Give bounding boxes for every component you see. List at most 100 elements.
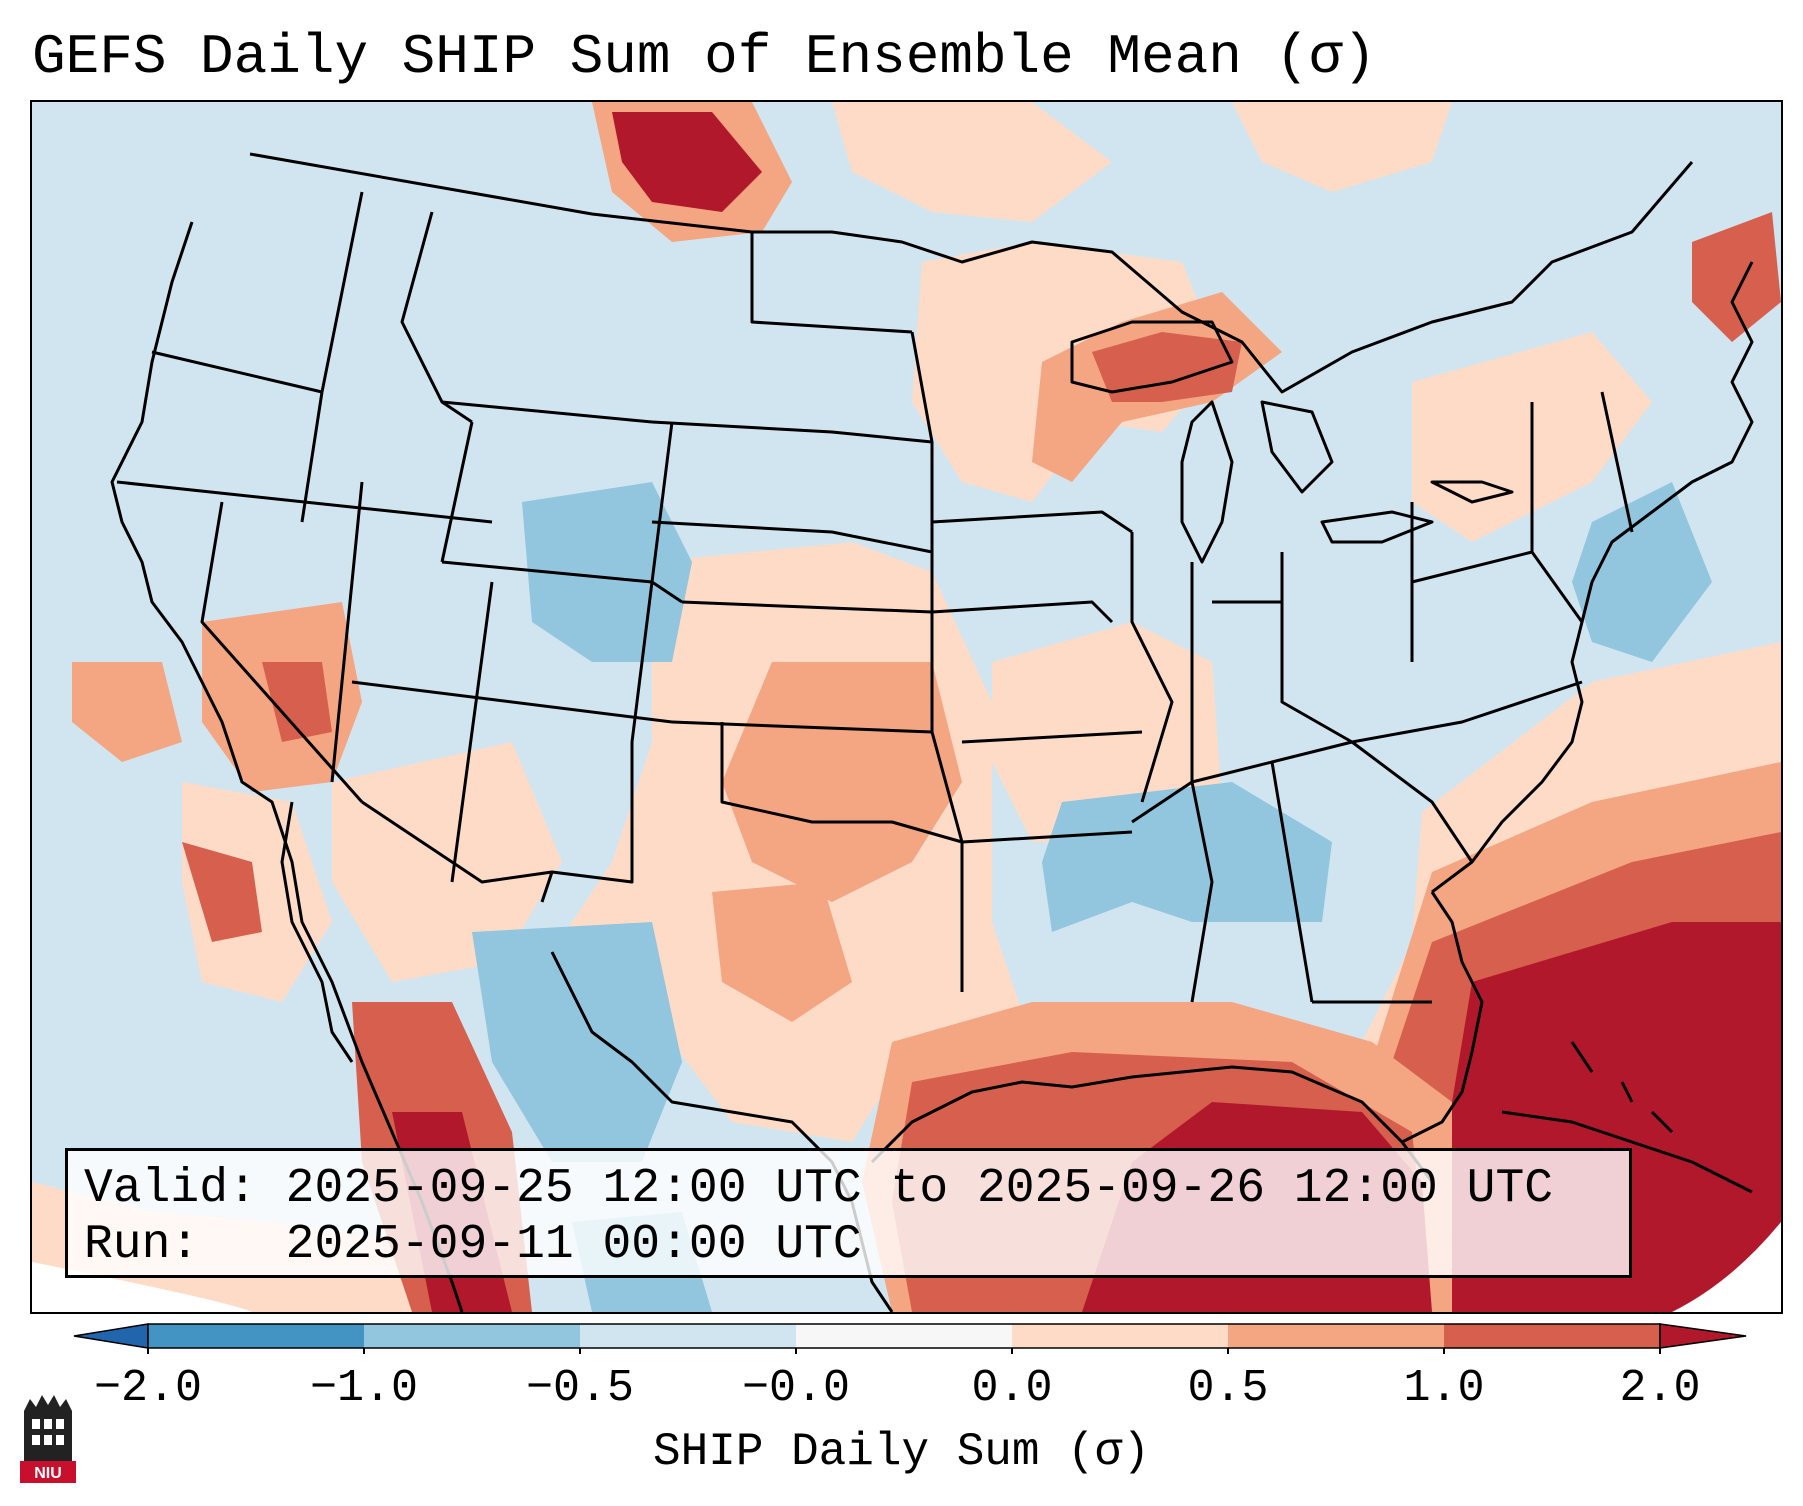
shading-baja-core xyxy=(182,842,262,942)
border-nd-sd xyxy=(651,420,933,444)
border-ms-al xyxy=(1190,781,1214,1003)
border-vt-nh xyxy=(1600,391,1634,533)
run-value: 2025-09-11 00:00 UTC xyxy=(285,1218,862,1272)
colorbar-tick-label: 2.0 xyxy=(1619,1363,1701,1414)
border-mn-ia xyxy=(931,510,1133,534)
niu-logo: NIU xyxy=(20,1391,76,1488)
anomaly-map xyxy=(32,102,1781,1312)
colorbar-extend-high xyxy=(1659,1323,1747,1349)
shading-colorado-blue xyxy=(522,482,692,662)
colorbar-tick-label: 1.0 xyxy=(1403,1363,1485,1414)
border-id-wy xyxy=(440,421,474,563)
colorbar-svg xyxy=(73,1323,1747,1354)
logo-window-3 xyxy=(56,1419,64,1429)
valid-value: 2025-09-25 12:00 UTC to 2025-09-26 12:00… xyxy=(285,1162,1554,1216)
colorbar-outline xyxy=(147,1323,1661,1349)
logo-banner xyxy=(20,1461,76,1483)
coastline-gulf xyxy=(870,1065,1434,1183)
coastline-florida xyxy=(1401,891,1484,1144)
border-plains-east xyxy=(910,331,964,992)
border-ut-az xyxy=(351,680,673,724)
shading-atlantic-blue xyxy=(1572,482,1712,662)
map-title: GEFS Daily SHIP Sum of Ensemble Mean (σ) xyxy=(32,25,1377,89)
info-box: Valid: 2025-09-25 12:00 UTC to 2025-09-2… xyxy=(65,1148,1632,1278)
border-az-nm xyxy=(450,581,494,883)
border-ok-tx xyxy=(720,722,963,844)
border-ga-sc xyxy=(1351,740,1474,863)
shading-pacific-west xyxy=(72,662,182,762)
shading-mexico-blue xyxy=(472,922,682,1162)
coastline-bahamas xyxy=(1570,1041,1674,1134)
lake-huron xyxy=(1260,400,1334,494)
border-wa-id xyxy=(320,191,364,393)
shading-canada-core xyxy=(612,112,762,212)
colorbar-tick-label: −1.0 xyxy=(309,1363,419,1414)
border-wa-or xyxy=(151,350,323,394)
shading-superior-core xyxy=(1092,332,1242,402)
border-us-canada xyxy=(249,152,1694,394)
colorbar-extend-low xyxy=(73,1323,149,1349)
logo-window-5 xyxy=(44,1435,52,1445)
shading-canada-east xyxy=(1232,102,1452,192)
border-or-id xyxy=(300,391,324,523)
colorbar xyxy=(70,1318,1750,1359)
shading-nevada-core xyxy=(262,662,332,742)
logo-window-6 xyxy=(56,1435,64,1445)
projection-corner-right xyxy=(1672,1222,1781,1312)
valid-row: Valid: 2025-09-25 12:00 UTC to 2025-09-2… xyxy=(84,1161,1629,1217)
border-co-ks xyxy=(630,421,674,743)
border-mississippi xyxy=(1130,532,1174,803)
border-al-ga xyxy=(1270,761,1314,1003)
border-mt-wy xyxy=(441,400,653,424)
lake-michigan xyxy=(1180,400,1234,564)
coastline-atlantic xyxy=(1431,261,1754,894)
colorbar-tick-label: −2.0 xyxy=(93,1363,203,1414)
valid-label: Valid: xyxy=(84,1162,257,1216)
colorbar-label: SHIP Daily Sum (σ) xyxy=(653,1426,1150,1478)
lake-ontario xyxy=(1430,480,1514,504)
shading-arizona xyxy=(332,742,562,982)
lake-superior xyxy=(1070,320,1234,394)
run-label: Run: xyxy=(84,1218,200,1272)
border-ks-ok xyxy=(671,720,933,734)
colorbar-bin xyxy=(364,1324,580,1348)
border-nm-tx xyxy=(540,742,634,903)
shading-maine xyxy=(1692,212,1781,342)
logo-window-2 xyxy=(44,1419,52,1429)
shading-oklahoma xyxy=(722,662,962,902)
border-nv-ut xyxy=(330,481,364,783)
colorbar-tick-label: 0.0 xyxy=(971,1363,1053,1414)
border-nd xyxy=(750,232,913,334)
colorbar-bin xyxy=(1228,1324,1444,1348)
border-id-mt xyxy=(400,211,473,424)
shading-canada-central xyxy=(832,102,1112,222)
map-panel xyxy=(30,100,1783,1314)
logo-text: NIU xyxy=(34,1465,62,1482)
border-ca-nv xyxy=(200,501,364,803)
colorbar-bin xyxy=(148,1324,364,1348)
border-ar-la xyxy=(961,830,1133,844)
lake-erie xyxy=(1320,510,1434,544)
colorbar-tick-label: 0.5 xyxy=(1187,1363,1269,1414)
shading-baja xyxy=(182,782,332,1002)
border-ne-ks xyxy=(681,600,933,614)
coastline-baja xyxy=(280,801,354,1063)
shading-midwest xyxy=(992,622,1222,842)
logo-window-1 xyxy=(32,1419,40,1429)
coastline-cuba xyxy=(1501,1110,1753,1194)
niu-logo-icon: NIU xyxy=(20,1395,76,1483)
boundaries xyxy=(110,152,1754,1312)
colorbar-bin xyxy=(1444,1324,1660,1348)
border-tn-ky xyxy=(1131,680,1583,824)
border-mo-ar xyxy=(961,730,1143,744)
colorbar-bin xyxy=(796,1324,1012,1348)
coastline-pacific xyxy=(110,221,464,1312)
colorbar-tick-label: −0.0 xyxy=(741,1363,851,1414)
colorbar-tick-label: −0.5 xyxy=(525,1363,635,1414)
run-row: Run: 2025-09-11 00:00 UTC xyxy=(84,1217,1629,1273)
colorbar-bin xyxy=(580,1324,796,1348)
colorbar-bin xyxy=(1012,1324,1228,1348)
border-sd-ne xyxy=(651,520,933,554)
shading-texas xyxy=(712,882,852,1022)
border-ia-mo xyxy=(931,600,1114,624)
